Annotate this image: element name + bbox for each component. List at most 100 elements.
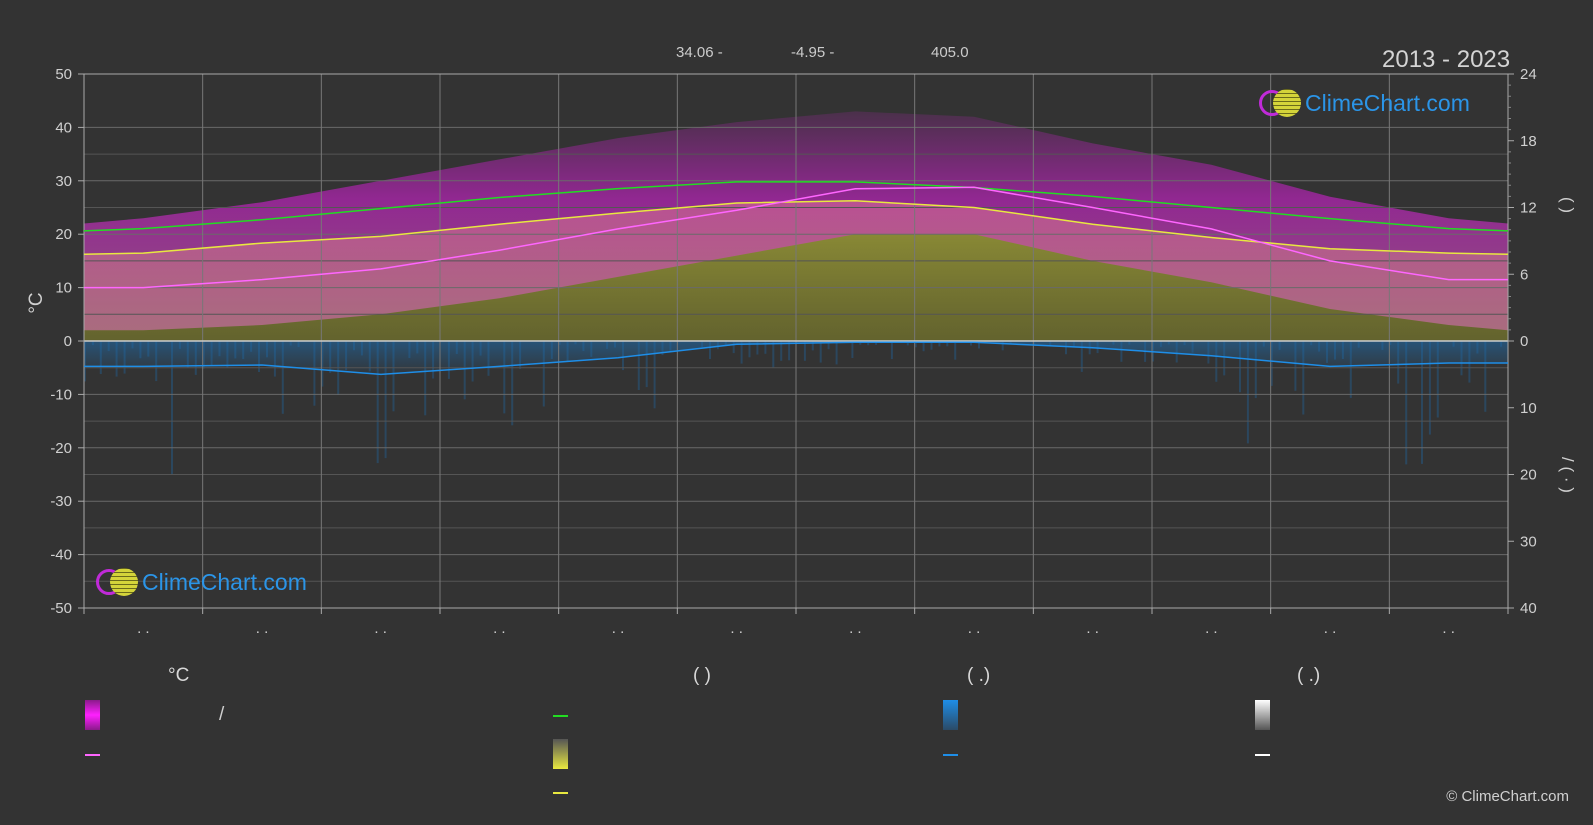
rain-day-bar [716, 341, 719, 350]
rain-day-bar [1334, 341, 1336, 360]
rain-day-bar [84, 341, 86, 382]
rain-day-bar [890, 341, 893, 360]
rain-day-bar [1033, 341, 1036, 345]
period-title: 2013 - 2023 [1382, 46, 1511, 73]
daylight-line [83, 181, 1509, 232]
rain-day-bar [1049, 341, 1052, 347]
rain-day-bar [1080, 341, 1083, 372]
rain-day-bar [978, 341, 980, 349]
left-axis-tick-label: 20 [55, 226, 72, 243]
logo-sun-icon [110, 568, 138, 596]
rain-day-bar [590, 341, 593, 357]
legend-sunshine-swatch [553, 739, 568, 769]
rain-day-bar [724, 341, 727, 345]
legend-sun-heading: ( ) [693, 665, 711, 686]
left-axis-tick-label: 40 [55, 119, 72, 136]
x-axis-tick-label: . . [1324, 620, 1337, 637]
right-axis-tick-label: 12 [1520, 200, 1537, 217]
rain-day-bar [1397, 341, 1400, 384]
rain-day-bar [1381, 341, 1384, 350]
x-axis-tick-label: . . [730, 620, 743, 637]
left-axis-label: °C [26, 292, 47, 313]
rain-day-bar [709, 341, 711, 359]
rain-day-bar [1326, 341, 1328, 363]
rain-day-bar [574, 341, 577, 345]
right-axis-tick-label: 6 [1520, 266, 1528, 283]
x-axis-tick-label: . . [137, 620, 150, 637]
rain-day-bar [772, 341, 775, 368]
rain-day-bar [819, 341, 822, 363]
rain-day-bar [91, 341, 94, 346]
rain-day-bar [139, 341, 142, 359]
stat-max-temp: 34.06 - [676, 44, 723, 61]
rain-day-bar [1294, 341, 1297, 391]
rain-day-bar [1500, 341, 1503, 347]
rain-day-bar [345, 341, 348, 371]
rain-day-bar [1207, 341, 1210, 364]
rain-day-bar [1167, 341, 1170, 345]
right-axis-tick-label: 30 [1520, 533, 1537, 550]
rain-day-bar [171, 341, 173, 475]
stat-min-temp: -4.95 - [791, 44, 835, 61]
rain-day-bar [353, 341, 355, 351]
rain-day-bar [1452, 341, 1455, 347]
x-axis-tick-label: . . [1086, 620, 1099, 637]
copyright: © ClimeChart.com [1446, 788, 1569, 805]
rain-day-bar [930, 341, 933, 350]
rain-day-bar [1120, 341, 1123, 362]
legend-daylight-swatch [553, 715, 568, 717]
rain-day-bar [447, 341, 450, 379]
rain-day-bar [329, 341, 332, 373]
rain-day-bar [1270, 341, 1273, 386]
rain-day-bar [463, 341, 466, 400]
rain-day-bar [266, 341, 268, 358]
rain-day-bar [155, 341, 158, 382]
rain-day-bar [1112, 341, 1115, 345]
left-axis-tick-label: -50 [50, 600, 72, 617]
rain-day-bar [1096, 341, 1099, 354]
rain-day-bar [131, 341, 134, 349]
rain-day-bar [1357, 341, 1360, 348]
left-axis-tick-label: 50 [55, 66, 72, 83]
rain-day-bar [178, 341, 181, 349]
logo-text: ClimeChart.com [142, 568, 307, 595]
rain-day-bar [218, 341, 221, 357]
legend-rain-swatch [943, 700, 958, 730]
left-axis-tick-label: 0 [64, 333, 72, 350]
right-axis-tick-label: 20 [1520, 467, 1537, 484]
legend-temp-range-swatch [85, 700, 100, 730]
rain-day-bar [1239, 341, 1241, 393]
rain-day-bar [1001, 341, 1004, 351]
logo-sun-icon [1273, 89, 1301, 117]
rain-day-bar [1436, 341, 1439, 418]
left-axis-tick-label: 10 [55, 280, 72, 297]
legend-rain-heading: ( .) [967, 665, 991, 686]
left-axis-tick-label: 30 [55, 173, 72, 190]
logo-top: ClimeChart.com [1259, 89, 1470, 117]
rain-day-bar [732, 341, 735, 354]
rain-day-bar [550, 341, 553, 359]
rain-day-bar [313, 341, 316, 406]
rain-day-bar [376, 341, 379, 464]
x-axis-tick-label: . . [256, 620, 269, 637]
sunshine_mean-line [83, 200, 1509, 255]
rain-day-bar [827, 341, 830, 350]
rain-day-bar [210, 341, 213, 366]
rain-day-bar [1428, 341, 1431, 435]
rain-day-bar [645, 341, 648, 388]
rain-day-bar [392, 341, 395, 412]
rain-day-bar [1175, 341, 1178, 363]
right-axis-tick-label: 40 [1520, 600, 1537, 617]
rain-day-bar [835, 341, 838, 365]
rain-day-bar [281, 341, 284, 414]
rain-day-bar [1009, 341, 1012, 345]
rain-day-bar [194, 341, 197, 375]
rain-day-bar [186, 341, 189, 368]
rain-day-bar [661, 341, 664, 356]
x-axis-tick-label: . . [1442, 620, 1455, 637]
rain-day-bar [455, 341, 458, 354]
rain-day-bar [748, 341, 751, 358]
rain-day-bar [1468, 341, 1471, 383]
logo-bottom: ClimeChart.com [96, 568, 307, 596]
